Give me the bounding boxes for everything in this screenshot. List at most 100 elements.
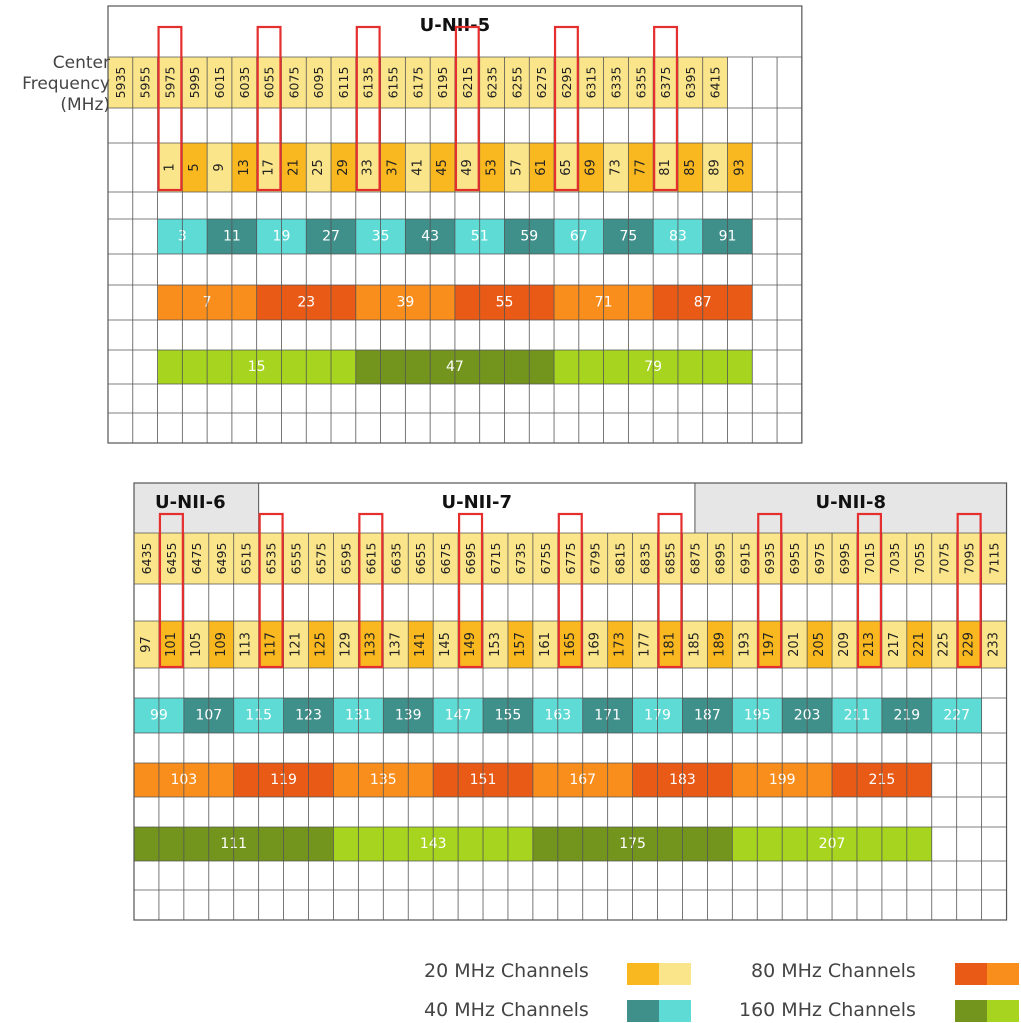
channel-20mhz-cell bbox=[458, 621, 484, 668]
frequency-label: 6115 bbox=[336, 67, 351, 99]
frequency-label: 6175 bbox=[410, 67, 425, 99]
frequency-label: 6275 bbox=[534, 67, 549, 99]
frequency-cell bbox=[408, 533, 434, 584]
channel-20mhz-label: 181 bbox=[662, 632, 677, 657]
frequency-cell bbox=[158, 533, 184, 584]
frequency-cell bbox=[207, 57, 232, 108]
frequency-label: 6335 bbox=[608, 67, 623, 99]
panel-border bbox=[133, 482, 1008, 921]
frequency-label: 6975 bbox=[812, 543, 827, 575]
frequency-label: 6735 bbox=[513, 543, 528, 575]
channel-20mhz-label: 73 bbox=[608, 159, 623, 176]
channel-20mhz-cell bbox=[657, 621, 683, 668]
frequency-cell bbox=[256, 57, 282, 108]
frequency-label: 6755 bbox=[538, 543, 553, 575]
band-label: U-NII-5 bbox=[420, 15, 491, 36]
channel-20mhz-cell bbox=[134, 621, 159, 668]
channel-20mhz-label: 225 bbox=[937, 632, 952, 657]
channel-20mhz-cell bbox=[306, 143, 332, 192]
frequency-cell bbox=[355, 57, 381, 108]
channel-20mhz-label: 9 bbox=[212, 163, 227, 171]
channel-20mhz-label: 145 bbox=[438, 632, 453, 657]
frequency-label: 5995 bbox=[187, 67, 202, 99]
channel-20mhz-label: 205 bbox=[812, 632, 827, 657]
frequency-cell bbox=[233, 533, 259, 584]
frequency-label: 6435 bbox=[139, 543, 154, 575]
frequency-cell bbox=[981, 533, 1007, 584]
frequency-label: 6935 bbox=[762, 543, 777, 575]
frequency-cell bbox=[956, 533, 982, 584]
channel-20mhz-label: 157 bbox=[513, 632, 528, 657]
channel-20mhz-cell bbox=[504, 143, 530, 192]
frequency-cell bbox=[333, 533, 359, 584]
frequency-cell bbox=[458, 533, 484, 584]
frequency-label: 6995 bbox=[837, 543, 852, 575]
legend-80mhz-swatch bbox=[955, 963, 1019, 985]
channel-20mhz-cell bbox=[832, 621, 857, 668]
frequency-label: 6495 bbox=[214, 543, 229, 575]
center-frequency-label-line: (MHz) bbox=[60, 95, 110, 115]
frequency-cell bbox=[603, 57, 629, 108]
channel-20mhz-cell bbox=[529, 143, 555, 192]
channel-20mhz-cell bbox=[207, 143, 232, 192]
frequency-cell bbox=[757, 533, 783, 584]
frequency-label: 6875 bbox=[687, 543, 702, 575]
channel-20mhz-label: 93 bbox=[732, 159, 747, 176]
channel-20mhz-label: 65 bbox=[559, 159, 574, 176]
channel-20mhz-cell bbox=[532, 621, 558, 668]
channel-20mhz-cell bbox=[757, 621, 783, 668]
top-panel: U-NII-5 5935 5955 5975 5995 6015 6035 6055 6075 6… bbox=[107, 5, 803, 444]
channel-20mhz-cell bbox=[258, 621, 284, 668]
panel-border bbox=[107, 5, 803, 444]
frequency-cell bbox=[807, 533, 833, 584]
frequency-cell bbox=[183, 533, 209, 584]
band-label: U-NII-8 bbox=[815, 492, 886, 513]
frequency-label: 6455 bbox=[164, 543, 179, 575]
channel-20mhz-label: 169 bbox=[588, 632, 603, 657]
frequency-cell bbox=[454, 57, 480, 108]
frequency-label: 6375 bbox=[658, 67, 673, 99]
channel-20mhz-label: 153 bbox=[488, 632, 503, 657]
legend-160mhz-label: 160 MHz Channels bbox=[739, 999, 916, 1021]
frequency-cell bbox=[578, 57, 604, 108]
frequency-cell bbox=[208, 533, 234, 584]
frequency-cell bbox=[380, 57, 406, 108]
channel-20mhz-cell bbox=[807, 621, 833, 668]
channel-20mhz-label: 229 bbox=[962, 632, 977, 657]
channel-20mhz-cell bbox=[856, 621, 882, 668]
frequency-label: 6815 bbox=[613, 543, 628, 575]
channel-20mhz-cell bbox=[554, 143, 579, 192]
channel-20mhz-label: 37 bbox=[385, 159, 400, 176]
channel-20mhz-label: 201 bbox=[787, 632, 802, 657]
highlight-box bbox=[657, 512, 683, 669]
channel-20mhz-label: 41 bbox=[410, 159, 425, 176]
highlight-box bbox=[956, 512, 982, 669]
frequency-cell bbox=[653, 57, 678, 108]
frequency-cell bbox=[405, 57, 431, 108]
channel-20mhz-label: 17 bbox=[262, 159, 277, 176]
frequency-cell bbox=[231, 57, 257, 108]
channel-20mhz-label: 5 bbox=[187, 163, 202, 171]
channel-20mhz-cell bbox=[677, 143, 703, 192]
channel-20mhz-cell bbox=[231, 143, 257, 192]
frequency-label: 6575 bbox=[313, 543, 328, 575]
channel-20mhz-cell bbox=[578, 143, 604, 192]
highlight-box bbox=[856, 512, 882, 669]
frequency-label: 6855 bbox=[662, 543, 677, 575]
channel-20mhz-label: 81 bbox=[658, 159, 673, 176]
frequency-cell bbox=[358, 533, 384, 584]
channel-20mhz-cell bbox=[906, 621, 932, 668]
channel-20mhz-cell bbox=[479, 143, 505, 192]
frequency-label: 6635 bbox=[388, 543, 403, 575]
channel-20mhz-label: 57 bbox=[509, 159, 524, 176]
channel-20mhz-cell bbox=[956, 621, 982, 668]
legend-160mhz-swatch bbox=[955, 1000, 1019, 1022]
frequency-cell bbox=[383, 533, 409, 584]
frequency-label: 6915 bbox=[737, 543, 752, 575]
legend-40mhz-label: 40 MHz Channels bbox=[424, 999, 589, 1021]
bottom-panel: U-NII-6 U-NII-7 U-NII-8 6435 6455 6475 6495 651… bbox=[133, 482, 1008, 921]
frequency-label: 6595 bbox=[338, 543, 353, 575]
channel-20mhz-cell bbox=[632, 621, 658, 668]
frequency-label: 6895 bbox=[712, 543, 727, 575]
frequency-cell bbox=[702, 57, 728, 108]
